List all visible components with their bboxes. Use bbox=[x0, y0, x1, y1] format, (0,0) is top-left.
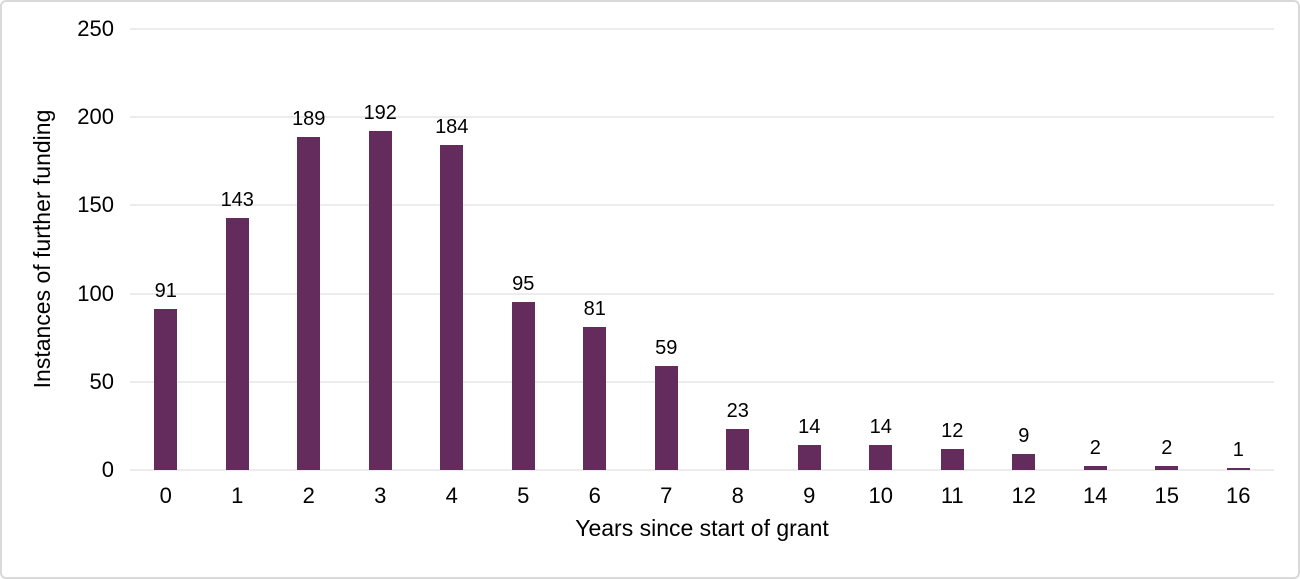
bar-value-label: 14 bbox=[798, 416, 821, 439]
bar-value-label: 189 bbox=[292, 107, 326, 130]
x-tick-label: 5 bbox=[517, 483, 530, 508]
bar-value-label: 192 bbox=[363, 102, 397, 125]
x-tick-label: 12 bbox=[1011, 483, 1036, 508]
gridline bbox=[130, 469, 1274, 471]
x-tick-label: 14 bbox=[1083, 483, 1108, 508]
bar-value-label: 2 bbox=[1089, 437, 1101, 460]
y-tick-label: 150 bbox=[77, 192, 114, 218]
bar bbox=[797, 445, 821, 470]
x-tick-label: 11 bbox=[940, 483, 964, 508]
y-tick-label: 0 bbox=[101, 457, 114, 482]
bar bbox=[297, 136, 321, 470]
gridline bbox=[130, 293, 1274, 295]
y-axis-tick-labels: 0 50 100 150 200 250 bbox=[2, 18, 114, 481]
x-tick-label: 4 bbox=[445, 483, 458, 508]
x-tick-label: 16 bbox=[1226, 483, 1251, 508]
bar bbox=[583, 327, 607, 470]
bar bbox=[1155, 466, 1179, 470]
x-tick-label: 7 bbox=[660, 483, 673, 508]
x-tick-label: 15 bbox=[1154, 483, 1179, 508]
x-tick-label: 1 bbox=[231, 483, 244, 508]
bar bbox=[511, 302, 535, 470]
y-tick-label: 200 bbox=[77, 104, 114, 130]
x-tick-label: 2 bbox=[302, 483, 315, 508]
bar bbox=[368, 131, 392, 470]
gridline bbox=[130, 28, 1274, 30]
bar bbox=[869, 445, 893, 470]
y-tick-label: 50 bbox=[89, 368, 114, 394]
x-tick-label: 6 bbox=[588, 483, 601, 508]
bar-value-label: 95 bbox=[512, 273, 535, 296]
bar-value-label: 2 bbox=[1161, 437, 1173, 460]
bar-value-label: 81 bbox=[583, 298, 606, 321]
x-tick-label: 10 bbox=[868, 483, 893, 508]
bar-value-label: 91 bbox=[154, 280, 177, 303]
bar bbox=[726, 429, 750, 470]
bar-value-label: 23 bbox=[726, 400, 749, 423]
x-tick-label: 0 bbox=[159, 483, 172, 508]
x-axis-title: Years since start of grant bbox=[575, 515, 829, 541]
bar bbox=[440, 145, 464, 470]
x-tick-label: 3 bbox=[374, 483, 387, 508]
x-axis-tick-labels: 0 1 2 3 4 5 6 7 8 9 10 11 12 14 15 16 bbox=[130, 483, 1274, 509]
bar-value-label: 14 bbox=[869, 416, 892, 439]
bar bbox=[154, 309, 178, 470]
bar-value-label: 9 bbox=[1018, 425, 1030, 448]
x-tick-label: 8 bbox=[731, 483, 744, 508]
plot-area: 91 143 189 192 184 95 81 59 23 14 14 12 9 2 2 1 bbox=[130, 28, 1274, 471]
gridline bbox=[130, 381, 1274, 383]
bar-value-label: 12 bbox=[941, 419, 964, 442]
bar-value-label: 59 bbox=[655, 336, 678, 359]
bar bbox=[654, 365, 678, 470]
bar bbox=[1083, 466, 1107, 470]
gridline bbox=[130, 204, 1274, 206]
bar-value-label: 184 bbox=[435, 116, 469, 139]
bar bbox=[1012, 454, 1036, 470]
y-tick-label: 100 bbox=[77, 280, 114, 306]
bar bbox=[1226, 468, 1250, 470]
y-tick-label: 250 bbox=[77, 16, 114, 41]
x-tick-label: 9 bbox=[803, 483, 816, 508]
bar-value-label: 143 bbox=[220, 188, 254, 211]
bar-value-label: 1 bbox=[1232, 439, 1244, 462]
gridline bbox=[130, 116, 1274, 118]
bar bbox=[225, 217, 249, 470]
bar bbox=[940, 448, 964, 470]
